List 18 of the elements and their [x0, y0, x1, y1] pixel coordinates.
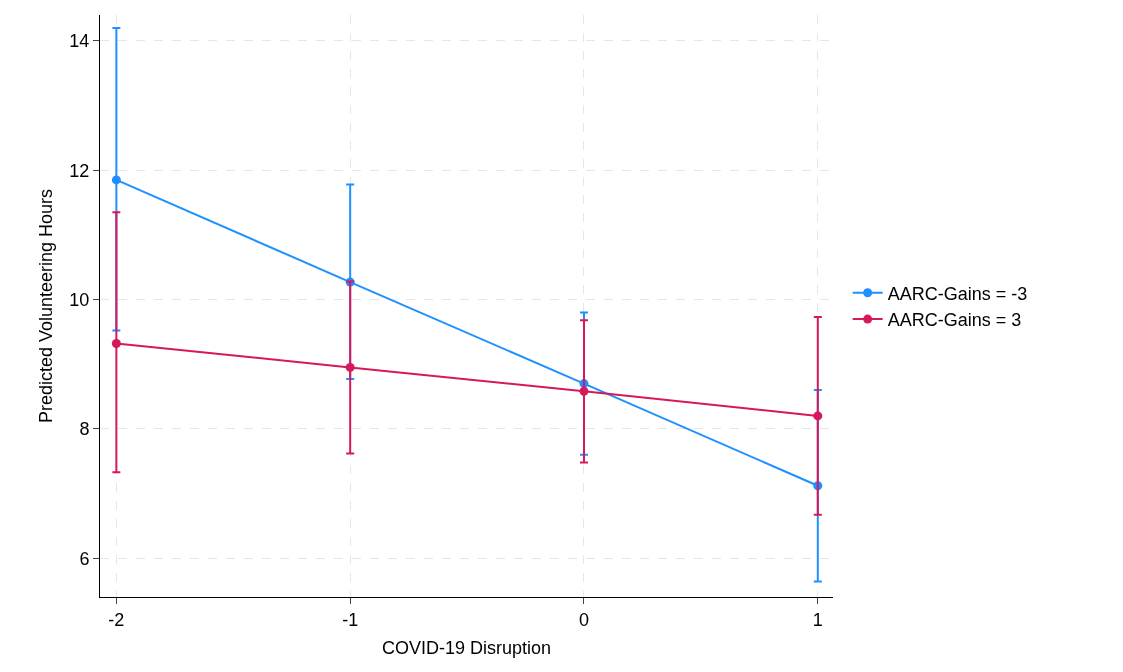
legend-label: AARC-Gains = 3: [887, 310, 1022, 331]
x-tick-label: -1: [342, 609, 359, 630]
x-axis-title: COVID-19 Disruption: [381, 637, 552, 658]
y-tick-label: 8: [79, 419, 90, 440]
point: [111, 339, 121, 349]
point: [579, 386, 589, 396]
x-tick-label: -2: [108, 609, 125, 630]
y-tick-label: 14: [69, 31, 90, 52]
point: [345, 362, 355, 372]
x-tick-label: 0: [578, 609, 589, 630]
point: [813, 411, 823, 421]
x-tick-label: 1: [812, 609, 823, 630]
y-tick-label: 6: [79, 548, 90, 569]
point: [111, 175, 121, 185]
y-axis-title: Predicted Volunteering Hours: [35, 188, 56, 424]
y-tick-label: 10: [69, 289, 90, 310]
y-tick-label: 12: [69, 160, 90, 181]
legend-label: AARC-Gains = -3: [887, 283, 1028, 304]
